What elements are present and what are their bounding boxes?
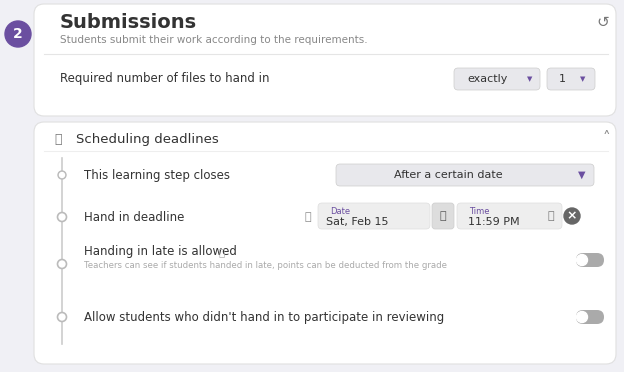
Circle shape xyxy=(57,312,67,321)
Text: Handing in late is allowed: Handing in late is allowed xyxy=(84,246,237,259)
Text: Submissions: Submissions xyxy=(60,13,197,32)
Text: exactly: exactly xyxy=(468,74,508,84)
Text: Hand in deadline: Hand in deadline xyxy=(84,211,184,224)
Text: 📅: 📅 xyxy=(440,211,446,221)
Text: ⏰: ⏰ xyxy=(548,211,554,221)
FancyBboxPatch shape xyxy=(454,68,540,90)
Text: ▼: ▼ xyxy=(578,170,586,180)
Circle shape xyxy=(57,212,67,221)
Circle shape xyxy=(58,171,66,179)
Circle shape xyxy=(577,254,588,266)
FancyBboxPatch shape xyxy=(457,203,562,229)
Circle shape xyxy=(59,173,64,177)
Text: Students submit their work according to the requirements.: Students submit their work according to … xyxy=(60,35,368,45)
FancyBboxPatch shape xyxy=(34,4,616,116)
Circle shape xyxy=(564,208,580,224)
Text: This learning step closes: This learning step closes xyxy=(84,169,230,182)
FancyBboxPatch shape xyxy=(576,253,604,267)
Text: ×: × xyxy=(567,209,577,222)
Circle shape xyxy=(5,21,31,47)
Circle shape xyxy=(57,260,67,269)
Text: 👤: 👤 xyxy=(305,212,311,222)
Text: After a certain date: After a certain date xyxy=(394,170,502,180)
FancyBboxPatch shape xyxy=(432,203,454,229)
Text: Required number of files to hand in: Required number of files to hand in xyxy=(60,71,270,84)
Text: ↺: ↺ xyxy=(597,15,610,29)
FancyBboxPatch shape xyxy=(318,203,430,229)
FancyBboxPatch shape xyxy=(336,164,594,186)
Text: ⏰: ⏰ xyxy=(54,132,62,145)
Text: ⓘ: ⓘ xyxy=(219,247,225,257)
Circle shape xyxy=(577,311,588,323)
Text: 11:59 PM: 11:59 PM xyxy=(468,217,520,227)
Text: 1: 1 xyxy=(558,74,565,84)
Text: ▼: ▼ xyxy=(527,76,533,82)
Text: ▼: ▼ xyxy=(580,76,586,82)
FancyBboxPatch shape xyxy=(547,68,595,90)
FancyBboxPatch shape xyxy=(34,122,616,364)
FancyBboxPatch shape xyxy=(576,310,604,324)
Text: Scheduling deadlines: Scheduling deadlines xyxy=(76,132,219,145)
Text: Time: Time xyxy=(469,206,489,215)
Text: Teachers can see if students handed in late, points can be deducted from the gra: Teachers can see if students handed in l… xyxy=(84,260,447,269)
Text: ˄: ˄ xyxy=(602,131,610,145)
Text: 2: 2 xyxy=(13,27,23,41)
Text: Sat, Feb 15: Sat, Feb 15 xyxy=(326,217,388,227)
Text: Date: Date xyxy=(330,206,350,215)
Text: Allow students who didn't hand in to participate in reviewing: Allow students who didn't hand in to par… xyxy=(84,311,444,324)
